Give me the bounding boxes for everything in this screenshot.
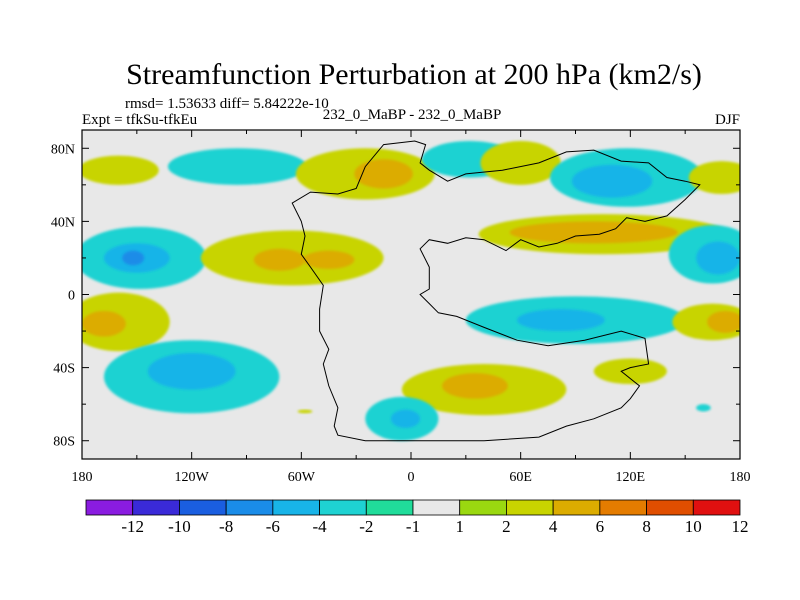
colorbar-label: 1: [455, 517, 464, 536]
x-tick-label: 60W: [288, 470, 316, 485]
anomaly-nh-mid-core-pos-1b: [303, 250, 355, 269]
colorbar-box: [225, 499, 274, 516]
anomaly-sh-neg-3: [696, 404, 711, 412]
anomaly-nh-highlat-pos-3: [480, 140, 561, 185]
anomaly-sh-pos-3: [297, 409, 313, 414]
colorbar-box: [599, 499, 647, 516]
colorbar: -12 -10 -8 -6 -4 -2 -1 1 2 4 6 8 10 12: [85, 499, 749, 536]
anomaly-tropic-core-pos-1: [82, 310, 126, 337]
y-tick-label: 80S: [53, 435, 75, 450]
colorbar-label: 10: [685, 517, 702, 536]
anomaly-sh-core-neg-1: [147, 352, 236, 390]
axes: 180 120W 60W 0 60E 120E 180 80N 40N 0 40S 80S: [51, 130, 751, 485]
y-tick-label: 40N: [51, 215, 75, 230]
experiment-label: Expt = tfkSu-tfkEu: [82, 112, 198, 128]
x-tick-label: 60E: [509, 470, 532, 485]
colorbar-label: -10: [168, 517, 191, 536]
continent-outline: [291, 140, 701, 442]
colorbar-box: [552, 499, 601, 516]
colorbar-label: -1: [406, 517, 420, 536]
anomaly-nh-mid-core-1b: [122, 250, 145, 266]
anomaly-nh-highlat-neg-1: [167, 148, 307, 185]
anomaly-sh-core-pos-1: [442, 373, 508, 399]
colorbar-label: 6: [596, 517, 605, 536]
anomaly-nh-mid-core-neg-2: [696, 241, 740, 275]
anomaly-nh-highlat-pos-4: [688, 161, 740, 194]
y-tick-label: 40S: [53, 362, 75, 377]
continent-outlines: [291, 140, 701, 442]
anomaly-nh-highlat-core-2: [354, 159, 413, 189]
colorbar-box: [132, 499, 180, 516]
anomaly-tropic-core-pos-2: [707, 310, 740, 333]
colorbar-box: [272, 499, 320, 516]
anomaly-sh-core-neg-2: [390, 409, 421, 428]
colorbar-box: [412, 499, 461, 516]
colorbar-label: 12: [732, 517, 749, 536]
x-tick-label: 120E: [616, 470, 646, 485]
stats-label: rmsd= 1.53633 diff= 5.84222e-10: [125, 96, 329, 112]
chart-title: Streamfunction Perturbation at 200 hPa (…: [126, 58, 702, 91]
colorbar-label: -6: [266, 517, 280, 536]
y-tick-label: 80N: [51, 142, 75, 157]
colorbar-label: 4: [549, 517, 558, 536]
x-tick-label: 120W: [175, 470, 210, 485]
anomaly-nh-highlat-core-3: [571, 164, 653, 198]
season-label: DJF: [715, 112, 740, 128]
colorbar-label: 8: [642, 517, 651, 536]
y-tick-label: 0: [68, 289, 75, 304]
colorbar-box: [85, 499, 134, 516]
colorbar-label: -2: [359, 517, 373, 536]
anomaly-fields: [82, 140, 740, 441]
colorbar-box: [459, 499, 507, 516]
x-tick-label: 180: [730, 470, 751, 485]
colorbar-label: -4: [312, 517, 327, 536]
x-tick-label: 0: [408, 470, 415, 485]
colorbar-box: [692, 499, 741, 516]
anomaly-sh-pos-2: [593, 358, 667, 385]
colorbar-box: [365, 499, 414, 516]
anomaly-nh-mid-core-pos-2: [509, 221, 678, 244]
anomaly-nh-highlat-pos-1: [82, 155, 159, 185]
colorbar-label: -12: [121, 517, 144, 536]
colorbar-box: [646, 499, 694, 516]
colorbar-box: [319, 499, 367, 516]
colorbar-box: [179, 499, 227, 516]
colorbar-label: 2: [502, 517, 511, 536]
anomaly-tropic-core-neg-1: [517, 309, 605, 332]
x-tick-label: 180: [72, 470, 93, 485]
center-label: 232_0_MaBP - 232_0_MaBP: [323, 107, 502, 123]
anomaly-nh-mid-core-pos-1: [253, 248, 305, 271]
colorbar-label: -8: [219, 517, 233, 536]
colorbar-box: [506, 499, 554, 516]
